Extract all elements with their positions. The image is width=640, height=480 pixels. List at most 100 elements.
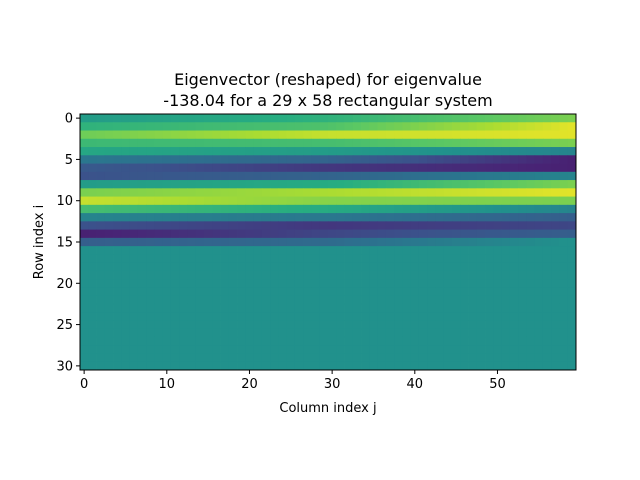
heatmap-cell: [369, 303, 378, 313]
heatmap-cell: [220, 328, 230, 338]
heatmap-cell: [460, 295, 469, 305]
heatmap-cell: [303, 345, 312, 354]
x-tick-label: 0: [80, 377, 88, 392]
heatmap-cells: [80, 114, 577, 371]
heatmap-cell: [294, 303, 304, 313]
heatmap-cell: [253, 345, 263, 354]
heatmap-cell: [204, 114, 213, 123]
heatmap-cell: [195, 196, 205, 206]
heatmap-cell: [146, 196, 155, 206]
heatmap-cell: [88, 163, 97, 173]
heatmap-cell: [493, 196, 502, 206]
heatmap-cell: [328, 196, 337, 206]
heatmap-cell: [270, 246, 279, 255]
heatmap-cell: [443, 353, 453, 363]
heatmap-cell: [551, 262, 560, 272]
heatmap-cell: [96, 130, 106, 140]
heatmap-cell: [294, 163, 304, 173]
heatmap-cell: [303, 328, 312, 338]
heatmap-cell: [361, 147, 370, 156]
heatmap-cell: [361, 328, 370, 338]
heatmap-cell: [344, 138, 354, 148]
heatmap-cell: [468, 353, 478, 363]
heatmap-cell: [452, 345, 461, 354]
heatmap-cell: [534, 237, 544, 247]
heatmap-cell: [501, 138, 511, 148]
heatmap-cell: [551, 204, 560, 214]
heatmap-cell: [170, 353, 180, 363]
heatmap-cell: [162, 171, 172, 181]
heatmap-cell: [385, 204, 395, 214]
heatmap-cell: [435, 361, 445, 371]
heatmap-cell: [485, 237, 494, 247]
heatmap-cell: [154, 246, 164, 255]
heatmap-cell: [452, 147, 461, 156]
heatmap-cell: [294, 262, 304, 272]
heatmap-cell: [361, 303, 370, 313]
heatmap-cell: [253, 204, 263, 214]
heatmap-cell: [220, 287, 230, 297]
heatmap-cell: [261, 328, 271, 338]
heatmap-cell: [303, 237, 312, 247]
heatmap-cell: [460, 196, 469, 206]
heatmap-cell: [129, 163, 139, 173]
heatmap-cell: [542, 279, 552, 288]
heatmap-cell: [344, 361, 354, 371]
heatmap-cell: [493, 163, 502, 173]
heatmap-cell: [237, 361, 246, 371]
heatmap-cell: [518, 229, 527, 239]
heatmap-cell: [435, 130, 445, 140]
heatmap-cell: [162, 270, 172, 280]
heatmap-cell: [187, 287, 197, 297]
heatmap-cell: [162, 320, 172, 330]
heatmap-cell: [542, 213, 552, 222]
heatmap-cell: [88, 196, 97, 206]
heatmap-cell: [220, 270, 230, 280]
heatmap-cell: [220, 246, 230, 255]
heatmap-cell: [204, 345, 213, 354]
heatmap-cell: [435, 229, 445, 239]
heatmap-cell: [410, 287, 420, 297]
heatmap-cell: [121, 188, 130, 197]
heatmap-cell: [204, 237, 213, 247]
heatmap-cell: [278, 262, 288, 272]
heatmap-cell: [96, 180, 106, 189]
heatmap-cell: [435, 196, 445, 206]
heatmap-cell: [137, 180, 147, 189]
heatmap-cell: [344, 180, 354, 189]
heatmap-cell: [121, 163, 130, 173]
heatmap-cell: [435, 254, 445, 264]
heatmap-cell: [493, 270, 502, 280]
y-tick-label: 5: [65, 153, 73, 168]
heatmap-cell: [336, 147, 345, 156]
heatmap-cell: [162, 229, 172, 239]
heatmap-cell: [551, 287, 560, 297]
heatmap-cell: [542, 229, 552, 239]
heatmap-cell: [170, 204, 180, 214]
heatmap-cell: [311, 312, 321, 321]
heatmap-cell: [344, 246, 354, 255]
heatmap-cell: [146, 213, 155, 222]
heatmap-cell: [294, 320, 304, 330]
heatmap-cell: [261, 204, 271, 214]
heatmap-cell: [286, 204, 296, 214]
heatmap-cell: [237, 328, 246, 338]
heatmap-cell: [113, 188, 122, 197]
heatmap-cell: [294, 361, 304, 371]
heatmap-cell: [228, 279, 238, 288]
heatmap-cell: [212, 279, 221, 288]
heatmap-cell: [336, 353, 345, 363]
heatmap-cell: [410, 180, 420, 189]
heatmap-cell: [559, 287, 569, 297]
heatmap-cell: [402, 163, 412, 173]
heatmap-cell: [377, 287, 387, 297]
heatmap-cell: [212, 303, 221, 313]
heatmap-cell: [485, 138, 494, 148]
heatmap-cell: [88, 147, 97, 156]
heatmap-cell: [237, 155, 246, 164]
heatmap-cell: [113, 287, 122, 297]
heatmap-cell: [551, 163, 560, 173]
heatmap-cell: [170, 237, 180, 247]
heatmap-cell: [518, 353, 527, 363]
heatmap-cell: [187, 279, 197, 288]
